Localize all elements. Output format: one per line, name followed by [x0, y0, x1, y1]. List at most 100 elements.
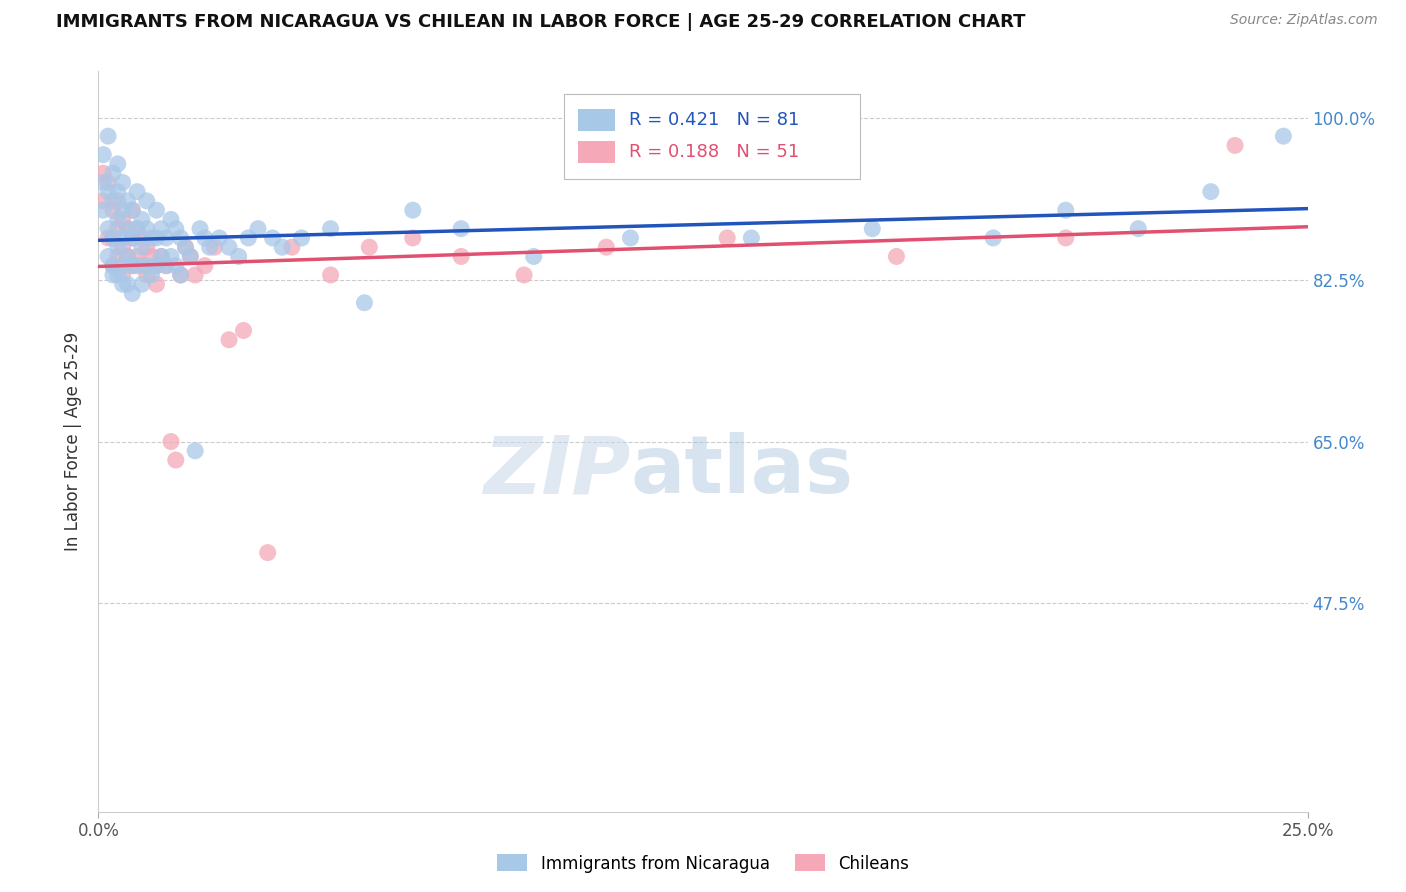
- Point: [271, 240, 294, 254]
- Point: [595, 240, 617, 254]
- Point: [121, 259, 143, 273]
- Point: [135, 240, 157, 254]
- Point: [107, 157, 129, 171]
- Text: IMMIGRANTS FROM NICARAGUA VS CHILEAN IN LABOR FORCE | AGE 25-29 CORRELATION CHAR: IMMIGRANTS FROM NICARAGUA VS CHILEAN IN …: [56, 13, 1026, 31]
- Point: [141, 249, 163, 264]
- Point: [117, 221, 139, 235]
- Point: [91, 175, 114, 189]
- Point: [101, 259, 124, 273]
- Point: [281, 240, 304, 254]
- Point: [111, 268, 134, 282]
- Point: [145, 231, 167, 245]
- Point: [174, 240, 197, 254]
- Point: [145, 277, 167, 292]
- Point: [860, 221, 883, 235]
- Point: [145, 259, 167, 273]
- Bar: [578, 141, 614, 163]
- Point: [188, 221, 211, 235]
- Point: [131, 231, 153, 245]
- Point: [91, 166, 114, 180]
- Point: [97, 129, 120, 144]
- Point: [145, 259, 167, 273]
- Point: [131, 240, 153, 254]
- Point: [886, 249, 908, 264]
- Point: [117, 277, 139, 292]
- Point: [155, 259, 177, 273]
- Point: [145, 203, 167, 218]
- Point: [127, 259, 149, 273]
- Point: [174, 240, 197, 254]
- Text: atlas: atlas: [630, 432, 853, 510]
- Point: [238, 231, 260, 245]
- Point: [121, 203, 143, 218]
- Point: [256, 545, 278, 560]
- Point: [107, 240, 129, 254]
- Text: R = 0.421   N = 81: R = 0.421 N = 81: [630, 112, 800, 129]
- Point: [97, 249, 120, 264]
- Point: [150, 221, 173, 235]
- Point: [91, 194, 114, 208]
- Point: [135, 221, 157, 235]
- Point: [1223, 138, 1246, 153]
- Point: [319, 268, 342, 282]
- Point: [184, 443, 207, 458]
- Point: [450, 221, 472, 235]
- Point: [111, 175, 134, 189]
- Point: [97, 175, 120, 189]
- Point: [290, 231, 312, 245]
- Point: [1199, 185, 1222, 199]
- Bar: [578, 109, 614, 131]
- Point: [111, 259, 134, 273]
- Point: [1054, 231, 1077, 245]
- Point: [107, 221, 129, 235]
- Point: [135, 194, 157, 208]
- Point: [117, 249, 139, 264]
- Point: [111, 203, 134, 218]
- Point: [101, 268, 124, 282]
- Point: [208, 231, 231, 245]
- Point: [228, 249, 250, 264]
- Legend: Immigrants from Nicaragua, Chileans: Immigrants from Nicaragua, Chileans: [491, 847, 915, 880]
- Point: [101, 231, 124, 245]
- Point: [127, 185, 149, 199]
- Point: [101, 194, 124, 208]
- Point: [131, 277, 153, 292]
- Point: [402, 231, 425, 245]
- Bar: [564, 94, 860, 178]
- Point: [155, 259, 177, 273]
- Point: [121, 231, 143, 245]
- Point: [121, 203, 143, 218]
- Text: ZIP: ZIP: [484, 432, 630, 510]
- Point: [101, 203, 124, 218]
- Point: [169, 268, 191, 282]
- Point: [218, 240, 240, 254]
- Point: [165, 453, 187, 467]
- Point: [513, 268, 536, 282]
- Point: [107, 249, 129, 264]
- Point: [101, 166, 124, 180]
- Point: [194, 231, 217, 245]
- Point: [135, 259, 157, 273]
- Point: [111, 212, 134, 227]
- Point: [121, 231, 143, 245]
- Point: [97, 231, 120, 245]
- Point: [111, 231, 134, 245]
- Point: [121, 259, 143, 273]
- Point: [111, 240, 134, 254]
- Point: [107, 212, 129, 227]
- Point: [91, 203, 114, 218]
- Point: [107, 194, 129, 208]
- Point: [179, 249, 201, 264]
- Point: [160, 249, 183, 264]
- Point: [169, 268, 191, 282]
- Point: [179, 249, 201, 264]
- Point: [107, 185, 129, 199]
- Point: [117, 194, 139, 208]
- Point: [194, 259, 217, 273]
- Point: [232, 323, 254, 337]
- Point: [165, 259, 187, 273]
- Point: [1128, 221, 1150, 235]
- Point: [111, 277, 134, 292]
- Point: [1054, 203, 1077, 218]
- Point: [523, 249, 546, 264]
